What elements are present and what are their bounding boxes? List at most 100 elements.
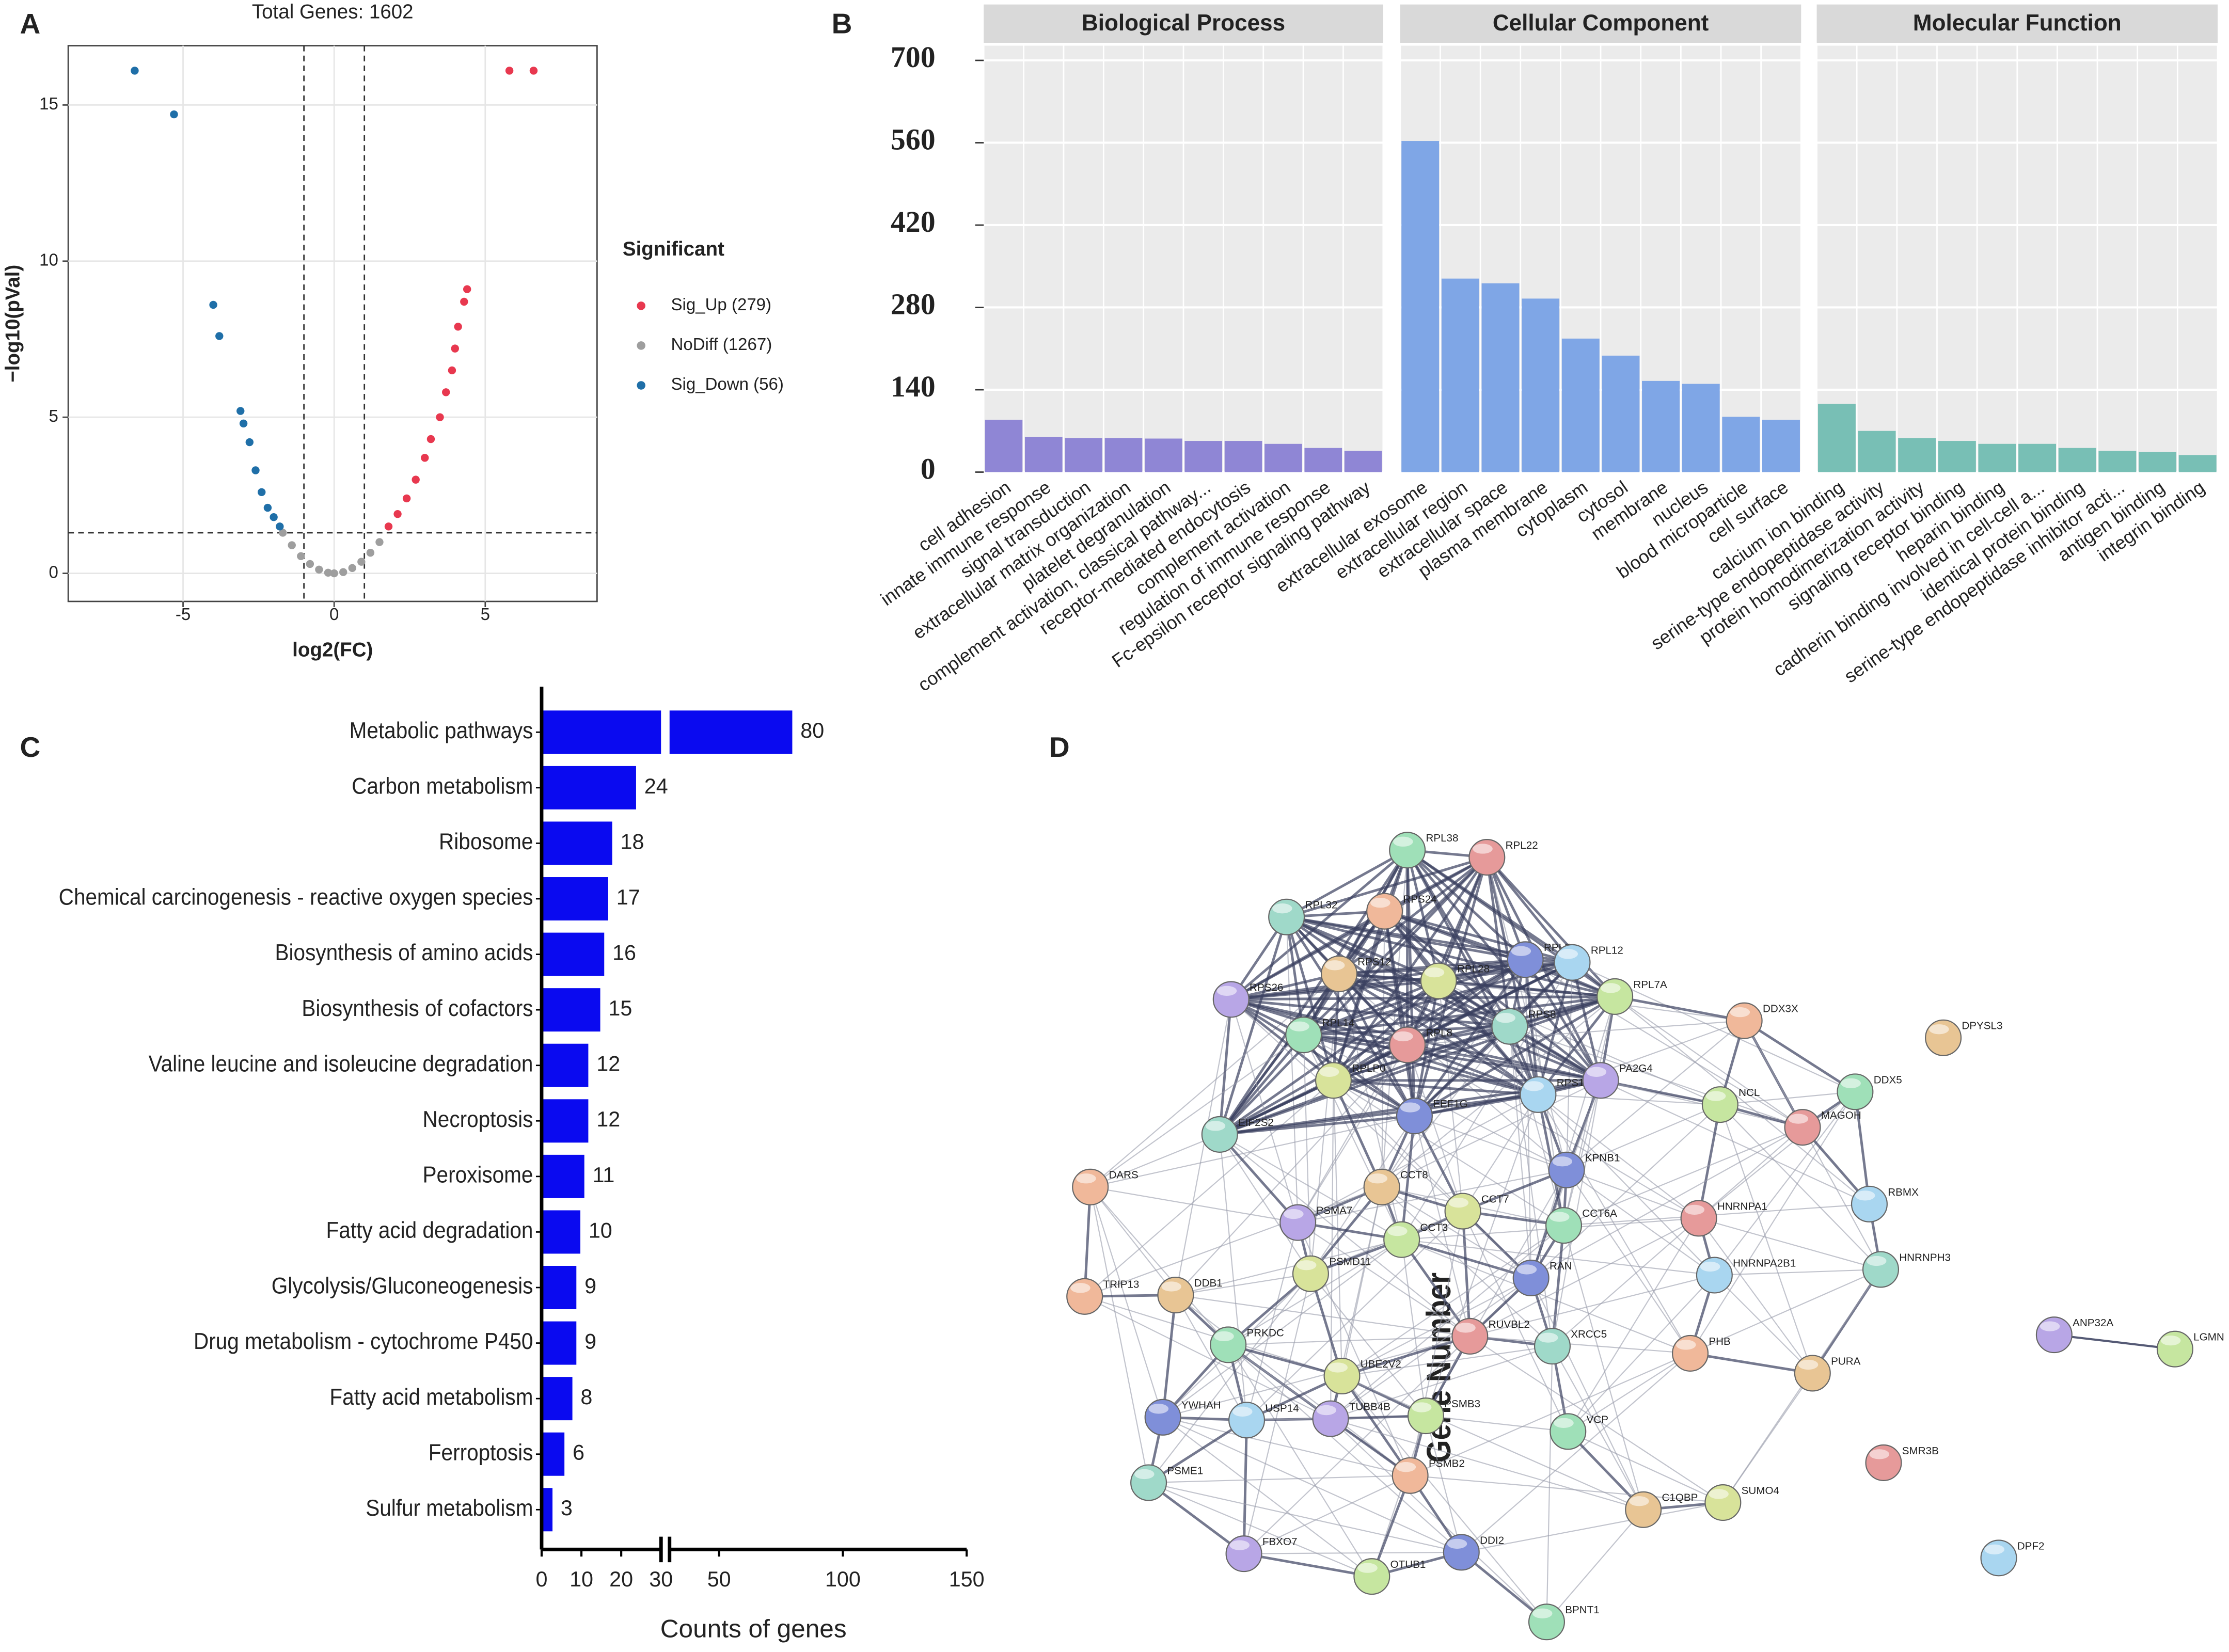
edge — [1231, 995, 1615, 1001]
node-label: RPS12 — [1357, 956, 1391, 968]
node-label: ANP32A — [2073, 1317, 2113, 1329]
node-label: TUBB4B — [1349, 1401, 1390, 1413]
node-label: RPLP0 — [1352, 1062, 1385, 1074]
bar — [1264, 443, 1302, 472]
value-label: 9 — [584, 1329, 596, 1353]
y-tick-label: Carbon metabolism — [352, 773, 533, 799]
node-label: PSMA7 — [1316, 1205, 1352, 1217]
node-label: EIF2S2 — [1238, 1117, 1274, 1129]
point — [339, 568, 347, 576]
x-axis-label: log2(FC) — [292, 639, 373, 661]
value-label: 15 — [608, 996, 632, 1020]
bar — [1184, 441, 1223, 472]
y-tick-label: Ribosome — [439, 829, 533, 854]
edge — [1303, 1034, 1567, 1171]
edge — [1246, 1222, 1299, 1421]
edge — [1219, 1134, 1471, 1337]
node-highlight — [1552, 1156, 1573, 1167]
node-label: C1QBP — [1662, 1492, 1698, 1504]
edge — [1462, 1094, 1539, 1212]
y-tick-label: Necroptosis — [423, 1106, 533, 1132]
bar — [2058, 448, 2096, 472]
bar — [540, 1430, 567, 1478]
edge — [1218, 999, 1232, 1135]
edge — [1689, 1091, 1856, 1354]
bar — [540, 1375, 575, 1423]
y-tick-label: 15 — [39, 94, 58, 113]
node-label: DDI2 — [1480, 1534, 1504, 1546]
panel-label: D — [1049, 731, 1070, 763]
y-tick-label: 140 — [891, 370, 936, 403]
edge — [1400, 1238, 1471, 1337]
node-label: RAN — [1550, 1260, 1572, 1272]
bar — [1762, 420, 1800, 472]
x-tick-label: 5 — [481, 605, 490, 624]
edge — [1219, 973, 1340, 1135]
point — [215, 332, 224, 340]
node-highlight — [1629, 1496, 1649, 1506]
node-label: DDX5 — [1874, 1074, 1902, 1086]
edge — [1406, 856, 1489, 1045]
y-tick-label: 700 — [891, 40, 936, 74]
edge — [1469, 1217, 1699, 1337]
bar — [1602, 355, 1640, 472]
edge — [1461, 1502, 1724, 1553]
edge — [1089, 1187, 1149, 1483]
edge — [1175, 1044, 1408, 1296]
edge — [1175, 1295, 1247, 1421]
x-tick-label: 0 — [535, 1567, 547, 1591]
value-label: 80 — [800, 719, 824, 742]
point — [251, 466, 260, 474]
panel-label: B — [832, 8, 852, 40]
node-label: YWHAH — [1181, 1400, 1221, 1411]
point — [278, 529, 287, 537]
node-highlight — [1456, 1323, 1476, 1333]
edge — [1485, 856, 1573, 963]
point — [276, 522, 284, 531]
edge — [1089, 1186, 1164, 1418]
edge — [1414, 995, 1616, 1117]
facet-strip — [1816, 4, 2218, 43]
point — [357, 558, 366, 566]
edge — [1230, 972, 1340, 1001]
bar — [2018, 443, 2057, 472]
y-tick-label: 420 — [891, 205, 936, 239]
edge — [1538, 1094, 1715, 1276]
node-highlight — [1214, 1331, 1234, 1342]
y-tick-label: Biosynthesis of amino acids — [275, 940, 533, 965]
bar — [2178, 455, 2217, 472]
node-highlight — [1495, 1013, 1515, 1023]
x-axis-label: Counts of genes — [660, 1614, 847, 1643]
node-label: DPF2 — [2017, 1540, 2045, 1552]
node-label: RBMX — [1888, 1186, 1919, 1198]
point — [451, 344, 459, 353]
node-label: PSMB2 — [1429, 1458, 1465, 1470]
edge — [1338, 972, 1510, 1028]
edge — [1243, 1273, 1311, 1554]
value-label: 24 — [644, 774, 668, 798]
node-highlight — [1424, 967, 1445, 978]
edge — [1538, 1020, 1745, 1095]
bar — [540, 986, 603, 1034]
node-highlight — [1411, 1402, 1432, 1412]
point — [366, 548, 375, 557]
panel-label: C — [20, 731, 41, 763]
edge — [1340, 1375, 1412, 1476]
edge — [1546, 1509, 1644, 1623]
node-highlight — [1205, 1121, 1226, 1131]
edge — [1090, 1115, 1415, 1188]
edge — [1461, 1353, 1691, 1553]
edge — [1462, 1211, 1569, 1432]
bar — [985, 420, 1023, 472]
node-highlight — [1554, 1418, 1574, 1428]
point — [324, 568, 333, 577]
node-label: LGMN — [2193, 1331, 2224, 1343]
edge — [1563, 1225, 1644, 1510]
node-highlight — [1538, 1332, 1558, 1343]
edge — [1341, 1277, 1531, 1377]
node-highlight — [1473, 844, 1493, 854]
edge — [1567, 1275, 1715, 1432]
node-highlight — [1324, 960, 1345, 971]
node-highlight — [1370, 898, 1390, 908]
